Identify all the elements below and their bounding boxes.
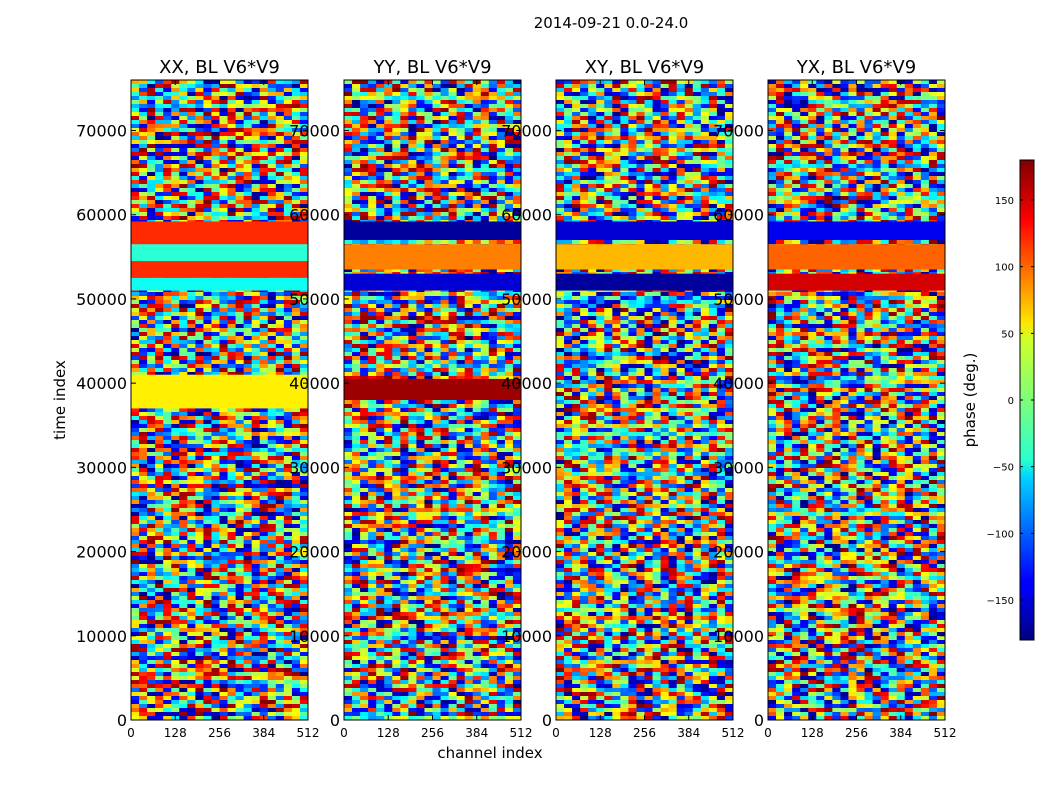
y-tick-label: 10000 [289,627,340,646]
phase-image [556,80,733,720]
colorbar-tick-label: −50 [993,463,1014,474]
x-tick-label: 512 [934,726,957,740]
colorbar-tick-label: −100 [987,529,1014,540]
x-tick-label: 512 [510,726,533,740]
y-tick-label: 50000 [501,290,552,309]
x-tick-label: 128 [164,726,187,740]
panel-4: YX, BL V6*V9 0 128 256 384 512 0 10000 20000 3000… [713,57,956,740]
colorbar: 150 100 50 0 −50 −100 −150 phase (deg.) [961,159,1035,641]
y-tick-label: 0 [330,711,340,730]
y-tick-label: 0 [542,711,552,730]
x-tick-label: 384 [252,726,275,740]
panel-title: XY, BL V6*V9 [585,57,704,78]
colorbar-ticks: 150 100 50 0 −50 −100 −150 [987,196,1034,607]
y-tick-label: 50000 [289,290,340,309]
x-tick-label: 256 [421,726,444,740]
y-tick-label: 40000 [501,374,552,393]
colorbar-tick-label: −150 [987,596,1014,607]
y-tick-label: 40000 [713,374,764,393]
phase-image [768,80,945,720]
phase-band [768,244,945,270]
x-tick-label: 256 [633,726,656,740]
x-tick-label: 384 [465,726,488,740]
phase-band [556,244,733,270]
y-tick-label: 30000 [289,458,340,477]
y-tick-label: 70000 [76,122,127,141]
y-tick-label: 60000 [713,206,764,225]
figure-suptitle: 2014-09-21 0.0-24.0 [534,14,689,32]
panel-title: YX, BL V6*V9 [796,57,916,78]
phase-band [768,273,945,291]
y-tick-label: 30000 [713,458,764,477]
x-tick-label: 0 [340,726,348,740]
phase-band [556,221,733,240]
colorbar-label: phase (deg.) [961,353,979,448]
phase-band [344,273,521,291]
y-tick-label: 50000 [713,290,764,309]
y-tick-label: 70000 [713,122,764,141]
y-tick-label: 30000 [76,458,127,477]
y-tick-label: 70000 [501,122,552,141]
phase-band [344,244,521,270]
x-tick-label: 384 [889,726,912,740]
y-tick-label: 0 [754,711,764,730]
x-tick-label: 0 [764,726,772,740]
y-tick-label: 40000 [289,374,340,393]
x-tick-label: 256 [845,726,868,740]
phase-band [131,277,308,291]
phase-band [131,244,308,262]
phase-band [556,273,733,291]
y-tick-label: 20000 [713,543,764,562]
y-tick-label: 20000 [76,543,127,562]
y-tick-label: 50000 [76,290,127,309]
phase-band [131,374,308,409]
y-axis-label: time index [51,360,69,440]
y-tick-label: 60000 [501,206,552,225]
y-tick-label: 30000 [501,458,552,477]
colorbar-tick-label: 150 [995,196,1014,207]
phase-image [344,80,521,720]
x-tick-label: 384 [677,726,700,740]
panel-1: XX, BL V6*V9 0 128 256 384 512 0 10000 20000 3000… [76,57,319,740]
y-tick-label: 40000 [76,374,127,393]
panel-2: YY, BL V6*V9 0 128 256 384 512 0 10000 20000 3000… [289,57,532,740]
colorbar-tick-label: 0 [1008,396,1014,407]
y-tick-label: 10000 [76,627,127,646]
x-tick-label: 0 [552,726,560,740]
x-tick-label: 128 [377,726,400,740]
panel-title: XX, BL V6*V9 [159,57,280,78]
y-tick-label: 0 [117,711,127,730]
y-tick-label: 60000 [76,206,127,225]
panel-3: XY, BL V6*V9 0 128 256 384 512 0 10000 20000 3000… [501,57,744,740]
x-tick-label: 512 [297,726,320,740]
x-tick-label: 256 [208,726,231,740]
colorbar-tick-label: 50 [1001,329,1014,340]
y-tick-label: 10000 [713,627,764,646]
y-tick-label: 70000 [289,122,340,141]
phase-band [344,221,521,240]
y-tick-label: 20000 [289,543,340,562]
colorbar-tick-label: 100 [995,263,1014,274]
y-tick-label: 20000 [501,543,552,562]
phase-band [768,221,945,240]
y-tick-label: 10000 [501,627,552,646]
panel-title: YY, BL V6*V9 [372,57,491,78]
x-tick-label: 128 [801,726,824,740]
x-axis-label: channel index [437,744,542,762]
phase-band [344,378,521,400]
x-tick-label: 128 [589,726,612,740]
y-tick-label: 60000 [289,206,340,225]
phase-image [131,80,308,720]
x-tick-label: 512 [722,726,745,740]
panels: XX, BL V6*V9 0 128 256 384 512 0 10000 20000 3000… [76,57,956,740]
x-tick-label: 0 [127,726,135,740]
